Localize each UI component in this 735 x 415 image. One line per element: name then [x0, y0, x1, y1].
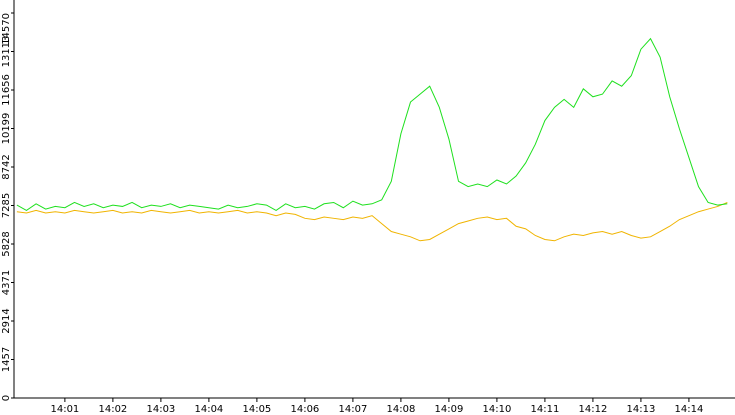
x-tick-label: 14:13 — [627, 404, 656, 415]
x-tick-label: 14:06 — [290, 404, 319, 415]
y-tick-label: 1457 — [1, 347, 12, 372]
y-tick-label: 7285 — [1, 193, 12, 218]
x-tick-label: 14:12 — [578, 404, 607, 415]
x-tick-label: 14:01 — [50, 404, 79, 415]
y-tick-label: 13113 — [1, 36, 12, 68]
x-tick-label: 14:14 — [675, 404, 704, 415]
x-tick-label: 14:07 — [338, 404, 367, 415]
x-tick-label: 14:05 — [242, 404, 271, 415]
x-tick-label: 14:08 — [386, 404, 415, 415]
x-tick-label: 14:10 — [482, 404, 511, 415]
x-tick-label: 14:09 — [434, 404, 463, 415]
y-tick-label: 14570 — [1, 13, 12, 45]
x-tick-label: 14:02 — [98, 404, 127, 415]
y-tick-label: 4371 — [1, 270, 12, 295]
y-tick-label: 8742 — [1, 154, 12, 179]
y-tick-label: 0 — [1, 395, 12, 401]
y-tick-label: 11656 — [1, 74, 12, 106]
x-tick-label: 14:11 — [530, 404, 559, 415]
y-tick-label: 2914 — [1, 308, 12, 333]
data-line — [16, 37, 728, 211]
y-tick-label: 10199 — [1, 113, 12, 145]
x-tick-label: 14:03 — [146, 404, 175, 415]
x-tick-label: 14:04 — [194, 404, 223, 415]
data-line — [16, 201, 728, 242]
y-tick-label: 5828 — [1, 231, 12, 256]
